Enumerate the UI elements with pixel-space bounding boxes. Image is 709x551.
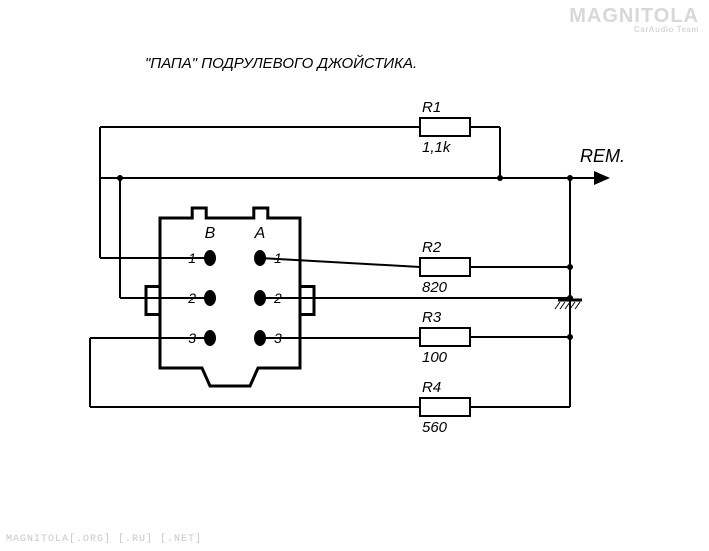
svg-text:R1: R1 — [422, 99, 441, 116]
svg-text:R3: R3 — [422, 309, 442, 326]
circuit-diagram: BA112233R11,1kR2820R3100R4560REM. — [0, 0, 709, 551]
svg-text:1,1k: 1,1k — [422, 139, 452, 156]
svg-text:R2: R2 — [422, 239, 442, 256]
svg-text:REM.: REM. — [580, 146, 625, 166]
svg-text:560: 560 — [422, 419, 448, 436]
svg-text:A: A — [254, 225, 266, 242]
svg-text:820: 820 — [422, 279, 448, 296]
svg-text:R4: R4 — [422, 379, 441, 396]
svg-text:100: 100 — [422, 349, 448, 366]
svg-text:B: B — [205, 225, 216, 242]
